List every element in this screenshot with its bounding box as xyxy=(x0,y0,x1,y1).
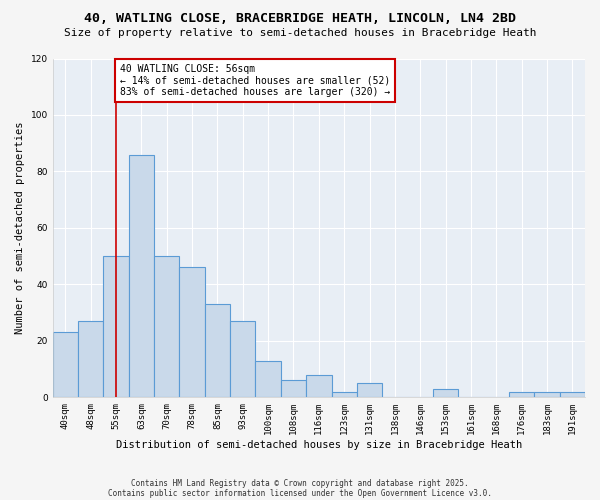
X-axis label: Distribution of semi-detached houses by size in Bracebridge Heath: Distribution of semi-detached houses by … xyxy=(116,440,522,450)
Bar xyxy=(509,392,535,398)
Bar xyxy=(560,392,585,398)
Bar xyxy=(154,256,179,398)
Bar xyxy=(306,374,332,398)
Text: 40 WATLING CLOSE: 56sqm
← 14% of semi-detached houses are smaller (52)
83% of se: 40 WATLING CLOSE: 56sqm ← 14% of semi-de… xyxy=(120,64,390,98)
Text: Contains public sector information licensed under the Open Government Licence v3: Contains public sector information licen… xyxy=(108,488,492,498)
Y-axis label: Number of semi-detached properties: Number of semi-detached properties xyxy=(15,122,25,334)
Bar xyxy=(103,256,129,398)
Bar xyxy=(256,360,281,398)
Bar xyxy=(179,268,205,398)
Bar xyxy=(433,389,458,398)
Bar xyxy=(535,392,560,398)
Text: Size of property relative to semi-detached houses in Bracebridge Heath: Size of property relative to semi-detach… xyxy=(64,28,536,38)
Bar xyxy=(53,332,78,398)
Bar xyxy=(281,380,306,398)
Bar xyxy=(332,392,357,398)
Text: Contains HM Land Registry data © Crown copyright and database right 2025.: Contains HM Land Registry data © Crown c… xyxy=(131,478,469,488)
Bar xyxy=(129,154,154,398)
Bar xyxy=(230,321,256,398)
Bar xyxy=(357,383,382,398)
Bar xyxy=(205,304,230,398)
Bar xyxy=(78,321,103,398)
Text: 40, WATLING CLOSE, BRACEBRIDGE HEATH, LINCOLN, LN4 2BD: 40, WATLING CLOSE, BRACEBRIDGE HEATH, LI… xyxy=(84,12,516,26)
